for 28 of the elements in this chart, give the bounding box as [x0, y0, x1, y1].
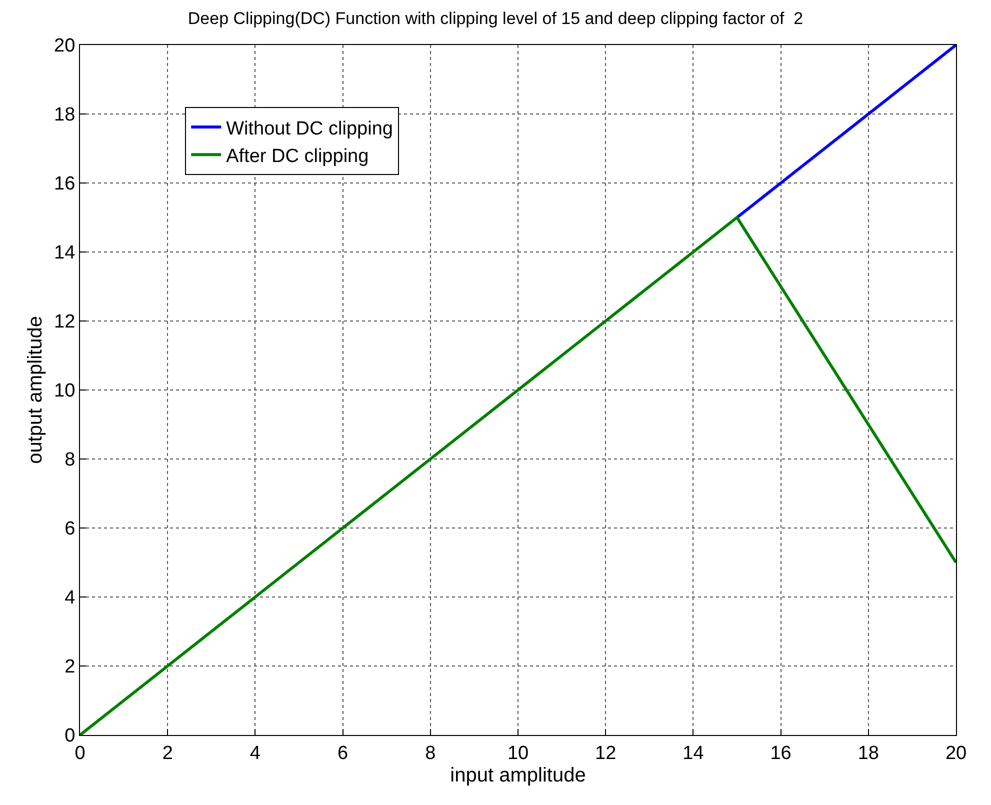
y-tick-label: 10 [54, 380, 76, 402]
x-tick-label: 20 [945, 742, 967, 764]
legend-label: After DC clipping [226, 146, 369, 168]
y-tick-label: 16 [54, 174, 76, 195]
y-tick-label: 6 [64, 518, 76, 540]
y-tick-label: 14 [54, 242, 76, 264]
x-tick-label: 12 [595, 742, 616, 764]
line-series [736, 45, 956, 219]
x-tick-label: 16 [770, 742, 792, 764]
y-axis-title: output amplitude [24, 316, 47, 464]
y-tick-label: 2 [64, 656, 76, 678]
y-tick-label: 0 [64, 726, 76, 747]
legend-label: Without DC clipping [226, 118, 393, 140]
x-axis-title: input amplitude [450, 764, 586, 786]
y-tick-label: 20 [54, 36, 76, 57]
y-tick-label: 8 [64, 450, 76, 471]
line-series [80, 216, 956, 735]
x-tick-label: 14 [682, 742, 704, 764]
x-tick-label: 6 [338, 742, 348, 764]
chart-title: Deep Clipping(DC) Function with clipping level of 15 and deep clipping factor of 2 [188, 8, 804, 28]
x-tick-label: 4 [250, 742, 261, 764]
y-tick-label: 12 [54, 312, 76, 333]
x-tick-label: 10 [507, 742, 529, 764]
x-tick-label: 18 [858, 742, 879, 764]
y-tick-label: 4 [64, 588, 76, 609]
x-tick-label: 2 [162, 742, 173, 764]
y-tick-label: 18 [54, 104, 76, 126]
x-tick-label: 8 [425, 742, 436, 764]
